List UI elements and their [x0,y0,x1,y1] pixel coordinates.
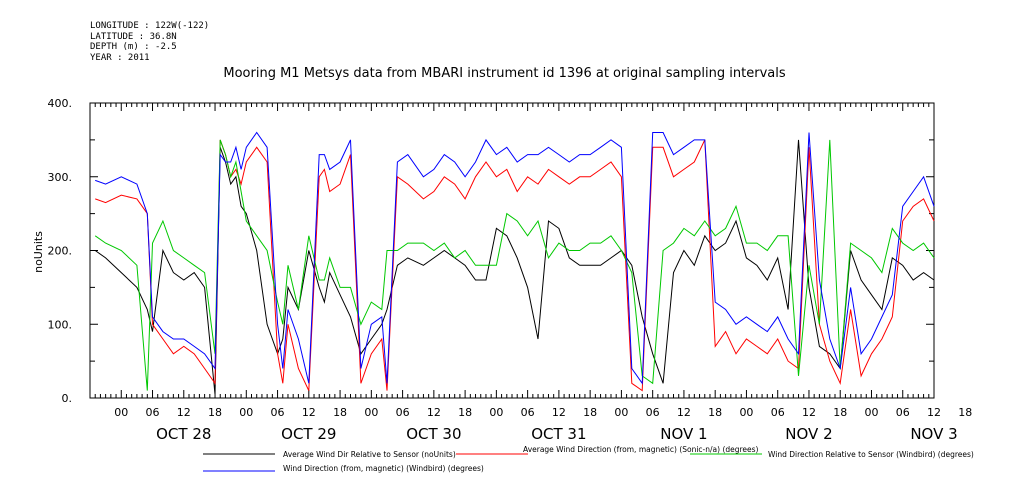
x-tick-label: 00 [864,406,878,419]
legend-label: Wind Direction (from, magnetic) (Windbir… [283,464,484,473]
x-tick-label: 18 [708,406,722,419]
x-tick-label: 06 [896,406,910,419]
x-tick-label: 00 [614,406,628,419]
x-date-label: NOV 3 [910,425,957,443]
x-date-label: OCT 28 [156,425,211,443]
series-line-3 [95,131,935,385]
x-tick-label: 00 [114,406,128,419]
series-line-1 [95,139,935,392]
x-tick-label: 06 [146,406,160,419]
x-date-label: NOV 1 [660,425,707,443]
x-tick-label: 12 [927,406,941,419]
x-tick-label: 18 [958,406,972,419]
legend: Average Wind Dir Relative to Sensor (noU… [203,445,974,473]
depth-text: DEPTH (m) : -2.5 [90,42,177,52]
x-tick-label: 12 [677,406,691,419]
x-tick-label: 18 [333,406,347,419]
x-tick-label: 00 [239,406,253,419]
y-tick-label: 400. [48,97,73,110]
x-tick-label: 18 [833,406,847,419]
x-tick-label: 12 [177,406,191,419]
x-date-label: OCT 29 [281,425,336,443]
x-tick-label: 00 [364,406,378,419]
y-tick-label: 100. [48,318,73,331]
x-date-label: NOV 2 [785,425,832,443]
legend-label: Wind Direction Relative to Sensor (Windb… [768,450,974,459]
x-tick-label: 06 [521,406,535,419]
plot-frame [89,102,935,399]
series-lines [94,131,935,395]
metadata-block: LONGITUDE : 122W(-122) LATITUDE : 36.8N … [90,21,209,63]
x-tick-label: 00 [489,406,503,419]
x-tick-label: 12 [302,406,316,419]
x-tick-label: 06 [396,406,410,419]
x-tick-label: 06 [646,406,660,419]
legend-label: Average Wind Direction (from, magnetic) … [523,445,759,454]
y-axis-label: noUnits [32,231,45,273]
x-date-label: OCT 31 [531,425,586,443]
legend-label: Average Wind Dir Relative to Sensor (noU… [283,450,456,459]
x-tick-label: 06 [771,406,785,419]
y-tick-label: 0. [62,392,73,405]
latitude-text: LATITUDE : 36.8N [90,31,177,42]
x-date-label: OCT 30 [406,425,461,443]
x-tick-label: 12 [552,406,566,419]
x-tick-label: 12 [802,406,816,419]
x-tick-label: 06 [271,406,285,419]
x-tick-label: 18 [458,406,472,419]
x-tick-label: 00 [739,406,753,419]
y-tick-label: 200. [48,245,73,258]
x-tick-label: 12 [427,406,441,419]
y-tick-label: 300. [48,171,73,184]
year-text: YEAR : 2011 [90,52,150,63]
x-tick-label: 18 [583,406,597,419]
series-line-0 [94,139,935,395]
x-tick-label: 18 [208,406,222,419]
axes-group: 00 06 12 18 00 06 12 18 00 06 12 18 00 06 12 18 00 06 12 18… [48,97,973,443]
chart-title: Mooring M1 Metsys data from MBARI instru… [223,66,786,81]
series-line-2 [94,139,935,391]
longitude-text: LONGITUDE : 122W(-122) [90,21,210,31]
